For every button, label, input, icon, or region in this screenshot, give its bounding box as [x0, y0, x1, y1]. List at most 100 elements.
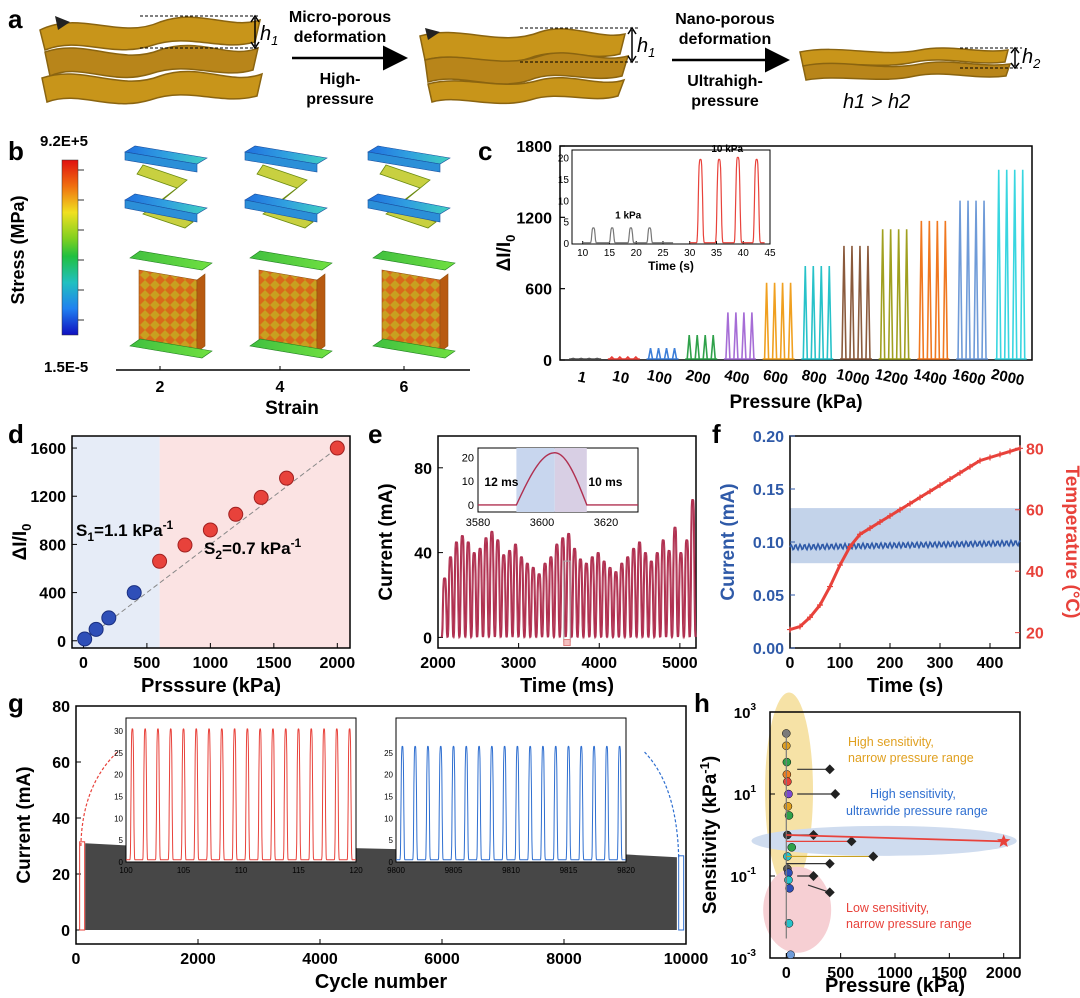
top-plate-upper-side	[367, 151, 441, 173]
inset-g-end-x-tick: 9800	[387, 866, 405, 875]
y-right-tick-label: 40	[1026, 564, 1044, 581]
temperature-point	[887, 512, 893, 519]
panel-letter-g: g	[8, 688, 24, 718]
temperature-point	[997, 451, 1003, 458]
inset-x-tick-label: 25	[657, 248, 669, 259]
start-zoom-marker	[79, 841, 86, 931]
inset-g-end-x-tick: 9820	[617, 866, 635, 875]
data-point-high	[279, 470, 295, 486]
inset-y-tick: 10	[462, 476, 474, 488]
x-axis-label: Cycle number	[315, 971, 447, 993]
inset-g-end-x-tick: 9810	[502, 866, 520, 875]
inset-g-end-frame	[395, 717, 627, 863]
temperature-point	[867, 525, 873, 532]
y-tick-label: 20	[52, 867, 70, 884]
y-tick-label: 800	[39, 537, 66, 554]
x-tick-label: 1500	[256, 655, 292, 672]
inset-g-start-y-tick: 10	[114, 814, 123, 823]
height-relation: h1 > h2	[843, 91, 910, 113]
end-zoom-connector	[642, 750, 680, 858]
response-pulse-1000kpa	[849, 245, 855, 360]
y-tick-exp: 3	[750, 702, 756, 713]
reference-point	[783, 777, 792, 786]
y-tick-label: 1600	[30, 441, 66, 458]
response-pulse-1200kpa	[887, 229, 894, 360]
mesh-block-side	[196, 273, 206, 353]
x-tick-label: 1400	[912, 366, 948, 390]
data-point-high	[253, 489, 269, 505]
arrow1-bottom-label-2: pressure	[306, 91, 374, 108]
arrow1-bottom-label-1: High-	[320, 71, 361, 88]
inset-y-tick: 0	[468, 500, 474, 512]
s1-val: =1.1 kPa	[94, 521, 163, 540]
y-tick-label: 40	[414, 546, 432, 563]
x-tick-label: 1000	[835, 366, 871, 390]
y-tick-label: 600	[525, 282, 552, 299]
response-pulse-2000kpa	[1011, 169, 1018, 360]
strain-axis-label: Strain	[265, 398, 319, 419]
y-tick-label: 0	[423, 630, 432, 647]
x-tick-label: 2000	[420, 655, 456, 672]
response-pulse-100kpa	[655, 347, 662, 360]
response-pulse-1200kpa	[903, 229, 910, 360]
inset-g-start-x-tick: 105	[177, 866, 191, 875]
colorbar-min: 1.5E-5	[44, 359, 88, 376]
region-high-wide-label: High sensitivity,	[870, 787, 956, 801]
inset-label-1kpa: 1 kPa	[615, 210, 642, 221]
x-tick-label: 1	[576, 368, 588, 386]
y-left-tick-label: 0.15	[753, 482, 784, 499]
y-right-tick-label: 80	[1026, 441, 1044, 458]
s1-s: S	[76, 521, 87, 540]
response-pulse-600kpa	[771, 282, 778, 360]
x-tick-label: 200	[684, 367, 712, 389]
reference-point	[785, 884, 794, 893]
x-tick-label: 1000	[193, 655, 229, 672]
reference-point	[784, 919, 794, 928]
panel-a: h1 Micro-porous deformation High- pressu…	[39, 9, 1041, 113]
data-point-high	[177, 537, 193, 553]
inset-g-start-y-tick: 15	[114, 793, 123, 802]
inset-x-label: Time (s)	[648, 259, 694, 273]
y-tick-base: 10	[734, 705, 751, 722]
current-trace-double	[441, 499, 697, 640]
x-tick-label: 2000	[320, 655, 356, 672]
response-pulse-1200kpa	[879, 229, 886, 360]
y-label-main: ΔI/I	[494, 242, 515, 272]
chart-g-frame	[75, 705, 687, 945]
x-tick-label: 100	[827, 655, 854, 672]
s2-s: S	[204, 539, 215, 558]
fem-model-strain-6	[367, 145, 456, 359]
inset-y-tick: 20	[462, 452, 474, 464]
response-pulse-800kpa	[818, 266, 825, 360]
y-tick-label: 10-1	[730, 866, 756, 886]
s1-label: S1=1.1 kPa-1	[76, 518, 174, 544]
reference-point	[786, 950, 795, 960]
y-left-tick-label: 0.20	[753, 429, 784, 446]
inset-g-start-y-tick: 25	[114, 749, 123, 758]
s2-sub: 2	[215, 548, 222, 562]
data-point-low	[101, 610, 117, 626]
inset-x-tick-label: 10	[577, 248, 589, 259]
temperature-point	[937, 482, 943, 489]
data-point-low	[77, 631, 93, 647]
x-tick-label: 200	[877, 655, 904, 672]
panel-letter-b: b	[8, 136, 24, 166]
arrow2-bottom-label-2: pressure	[691, 93, 759, 110]
y-left-tick-label: 0.05	[753, 588, 784, 605]
mesh-top-plate	[249, 250, 333, 271]
reference-point	[784, 789, 793, 799]
strain-tick-6: 6	[400, 379, 409, 396]
x-axis-label: Time (s)	[867, 675, 943, 697]
y-tick-label: 10-3	[730, 948, 756, 968]
inset-g-start-frame	[125, 717, 357, 863]
x-tick-label: 0	[786, 655, 795, 672]
inset-g-end-y-tick: 15	[384, 793, 393, 802]
response-pulse-1000kpa	[865, 245, 871, 360]
data-point-low	[126, 585, 142, 601]
response-pulse-1000kpa	[857, 245, 863, 360]
inset-y-tick: 10	[558, 196, 570, 207]
inset-y-tick: 15	[558, 175, 570, 186]
x-axis-label: Pressure (kPa)	[729, 392, 862, 413]
mesh-bottom-plate	[249, 338, 333, 359]
strain-tick-4: 4	[276, 379, 285, 396]
